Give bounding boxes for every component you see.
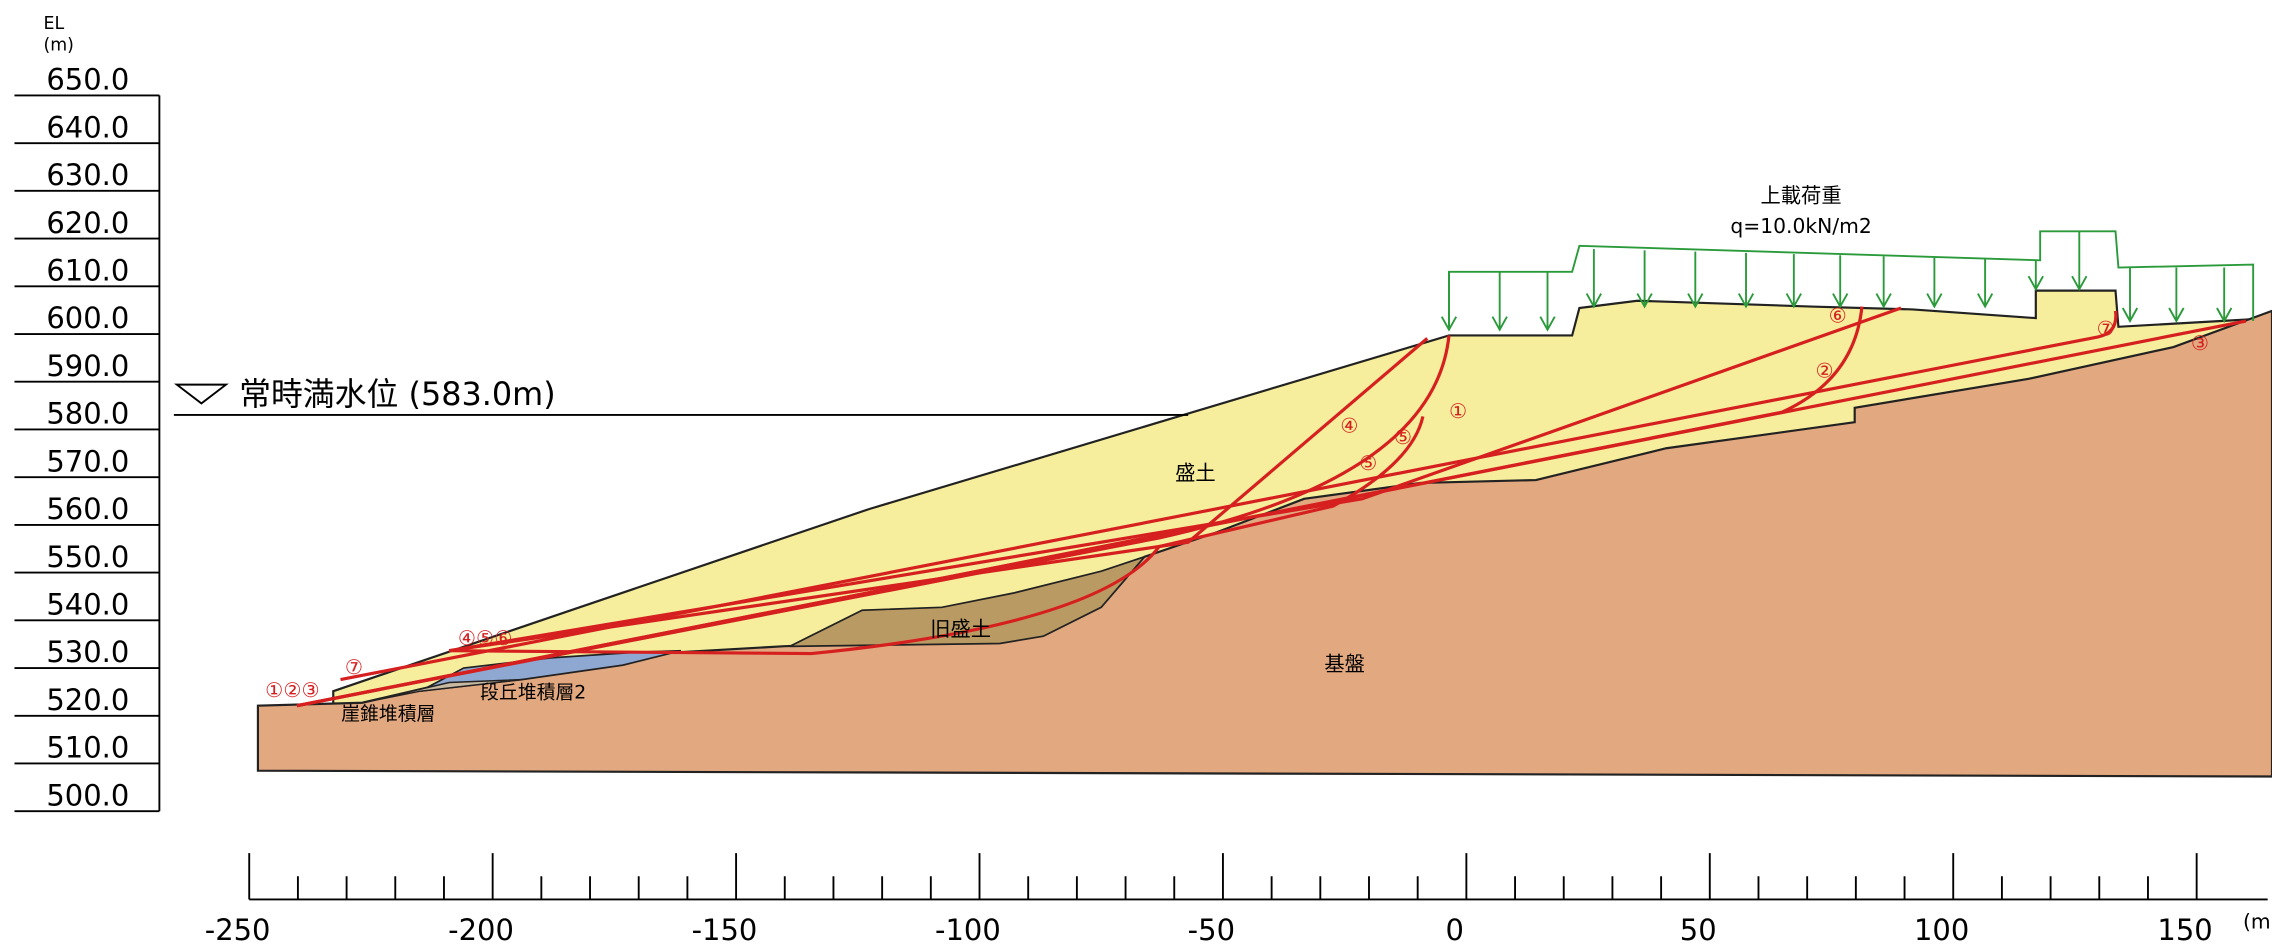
x-tick-label: 0 <box>1446 913 1464 947</box>
layer-label: 盛土 <box>1175 461 1216 485</box>
y-tick-label: 500.0 <box>46 778 129 812</box>
layer-label: 段丘堆積層2 <box>480 681 586 703</box>
x-tick-label: 50 <box>1680 913 1717 947</box>
y-tick-label: 510.0 <box>46 731 129 765</box>
y-unit-sub: (m) <box>43 36 74 56</box>
cross-section: 常時満水位 (583.0m) 上載荷重 q=10.0kN/m2 盛土 旧盛土 基… <box>0 0 2272 950</box>
slip-label: ⑦ <box>345 655 363 679</box>
slip-label: ⑦ <box>2097 316 2115 340</box>
y-unit: EL <box>43 14 64 34</box>
x-tick-label: 100 <box>1914 913 1969 947</box>
slip-label: ①②③ <box>265 678 320 702</box>
slip-label: ⑤ <box>1394 425 1412 449</box>
y-tick-label: 620.0 <box>46 206 129 240</box>
load-title: 上載荷重 <box>1761 183 1842 207</box>
slip-label: ③ <box>2191 331 2209 355</box>
y-tick-label: 530.0 <box>46 635 129 669</box>
x-tick-label: -200 <box>448 913 514 947</box>
water-label: 常時満水位 (583.0m) <box>239 375 556 413</box>
y-tick-label: 630.0 <box>46 158 129 192</box>
y-tick-label: 640.0 <box>46 110 129 144</box>
x-tick-label: -100 <box>935 913 1001 947</box>
slip-label: ① <box>1449 399 1467 423</box>
x-tick-label: -250 <box>205 913 271 947</box>
y-tick-label: 580.0 <box>46 397 129 431</box>
slip-label: ⑤ <box>1359 451 1377 475</box>
y-tick-label: 520.0 <box>46 683 129 717</box>
x-tick-label: -50 <box>1188 913 1235 947</box>
y-tick-label: 610.0 <box>46 254 129 288</box>
y-tick-label: 560.0 <box>46 492 129 526</box>
y-tick-label: 550.0 <box>46 540 129 574</box>
layer-label: 旧盛土 <box>930 617 991 641</box>
y-tick-label: 540.0 <box>46 588 129 622</box>
slip-label: ② <box>1816 358 1834 382</box>
slip-label: ④⑤⑥ <box>458 626 513 650</box>
y-tick-label: 570.0 <box>46 444 129 478</box>
x-tick-label: 150 <box>2157 913 2212 947</box>
y-tick-label: 650.0 <box>46 63 129 97</box>
y-tick-label: 600.0 <box>46 301 129 335</box>
x-unit: (m) <box>2243 909 2272 933</box>
layer-label: 基盤 <box>1324 652 1365 676</box>
y-tick-label: 590.0 <box>46 349 129 383</box>
layer-label: 崖錐堆積層 <box>341 703 435 725</box>
slip-label: ⑥ <box>1829 303 1847 327</box>
load-value: q=10.0kN/m2 <box>1730 214 1871 238</box>
x-tick-label: -150 <box>692 913 758 947</box>
slip-label: ④ <box>1340 413 1358 437</box>
